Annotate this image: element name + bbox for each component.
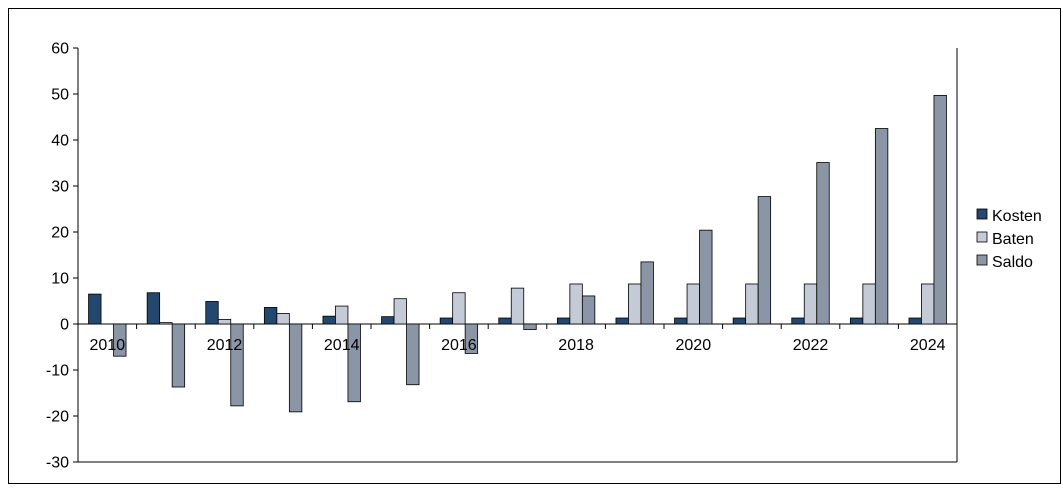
legend-swatch-kosten <box>976 208 988 220</box>
y-tick-label: 30 <box>51 179 69 196</box>
legend-swatch-saldo <box>976 254 988 266</box>
bar-baten-2013 <box>276 313 290 325</box>
y-tick-label: 50 <box>51 87 69 104</box>
y-tick-label: 40 <box>51 133 69 150</box>
legend-label-baten: Baten <box>992 231 1034 248</box>
bar-kosten-2016 <box>439 317 454 325</box>
y-tick-label: -10 <box>46 363 69 380</box>
x-tick-label: 2022 <box>793 337 829 354</box>
bar-baten-2020 <box>686 283 700 325</box>
bar-saldo-2010 <box>113 323 127 357</box>
bar-baten-2024 <box>921 283 935 325</box>
bar-baten-2012 <box>217 318 232 325</box>
bar-saldo-2021 <box>757 196 772 325</box>
y-tick-label: 20 <box>51 225 69 242</box>
bar-kosten-2010 <box>88 293 102 325</box>
bar-saldo-2013 <box>288 323 303 413</box>
y-tick-labels: -30 -20 -10 0 10 20 30 40 50 60 <box>46 41 78 472</box>
bar-saldo-2022 <box>816 162 830 325</box>
bar-kosten-2014 <box>322 315 336 325</box>
x-tick-label: 2012 <box>207 337 243 354</box>
bar-saldo-2018 <box>581 295 596 325</box>
x-tick-label: 2018 <box>558 337 594 354</box>
y-tick-label: 0 <box>60 317 69 334</box>
x-tick-label: 2014 <box>324 337 360 354</box>
bars <box>88 94 947 413</box>
y-tick-label: -20 <box>46 409 69 426</box>
x-tick-label: 2024 <box>910 337 946 354</box>
bar-chart: 2010 2012 2014 2016 2018 2020 2022 2024 -30-20-… <box>46 41 1042 472</box>
bar-baten-2019 <box>628 283 642 325</box>
bar-saldo-2011 <box>171 323 186 388</box>
chart-frame: 2010 2012 2014 2016 2018 2020 2022 2024 -30 -20-… <box>8 8 1061 484</box>
bar-kosten-2022 <box>791 317 805 325</box>
legend: Kosten Baten Saldo <box>976 208 1042 271</box>
bar-kosten-2013 <box>263 307 278 325</box>
x-tick-label: 2020 <box>676 337 712 354</box>
bar-saldo-2015 <box>406 323 420 386</box>
bar-baten-2021 <box>745 283 759 325</box>
bar-saldo-2019 <box>640 261 654 325</box>
bar-kosten-2019 <box>615 317 629 325</box>
bar-baten-2015 <box>393 298 407 325</box>
bar-saldo-2017 <box>523 323 537 330</box>
legend-label-kosten: Kosten <box>992 208 1042 225</box>
bar-saldo-2012 <box>230 323 244 407</box>
bar-saldo-2023 <box>874 128 889 325</box>
bar-kosten-2017 <box>498 317 512 325</box>
bar-kosten-2021 <box>732 317 747 325</box>
bar-saldo-2014 <box>347 323 361 403</box>
bar-baten-2018 <box>569 283 583 325</box>
bar-baten-2022 <box>803 283 818 325</box>
legend-swatch-baten <box>976 231 988 243</box>
bar-baten-2016 <box>452 292 466 325</box>
y-tick-label: 10 <box>51 271 69 288</box>
legend-label-saldo: Saldo <box>992 254 1033 271</box>
bar-baten-2023 <box>862 283 876 325</box>
x-tick-label: 2016 <box>441 337 477 354</box>
bar-kosten-2024 <box>908 317 922 325</box>
bar-baten-2011 <box>159 322 173 325</box>
bar-baten-2014 <box>335 305 349 325</box>
x-tick-label: 2010 <box>90 337 126 354</box>
bar-kosten-2023 <box>849 317 864 325</box>
bar-kosten-2018 <box>556 317 571 325</box>
bar-kosten-2020 <box>674 317 688 325</box>
bar-saldo-2020 <box>699 229 713 325</box>
bar-saldo-2016 <box>464 323 479 354</box>
bar-kosten-2011 <box>146 292 161 325</box>
y-tick-label: 60 <box>51 41 69 58</box>
bar-kosten-2012 <box>205 301 219 325</box>
bar-saldo-2024 <box>933 94 947 325</box>
y-tick-label: -30 <box>46 455 69 472</box>
x-tick-labels: 2010 2012 2014 2016 2018 2020 2022 2024 <box>90 337 946 354</box>
bar-baten-2017 <box>510 287 525 325</box>
bar-kosten-2015 <box>381 316 395 325</box>
